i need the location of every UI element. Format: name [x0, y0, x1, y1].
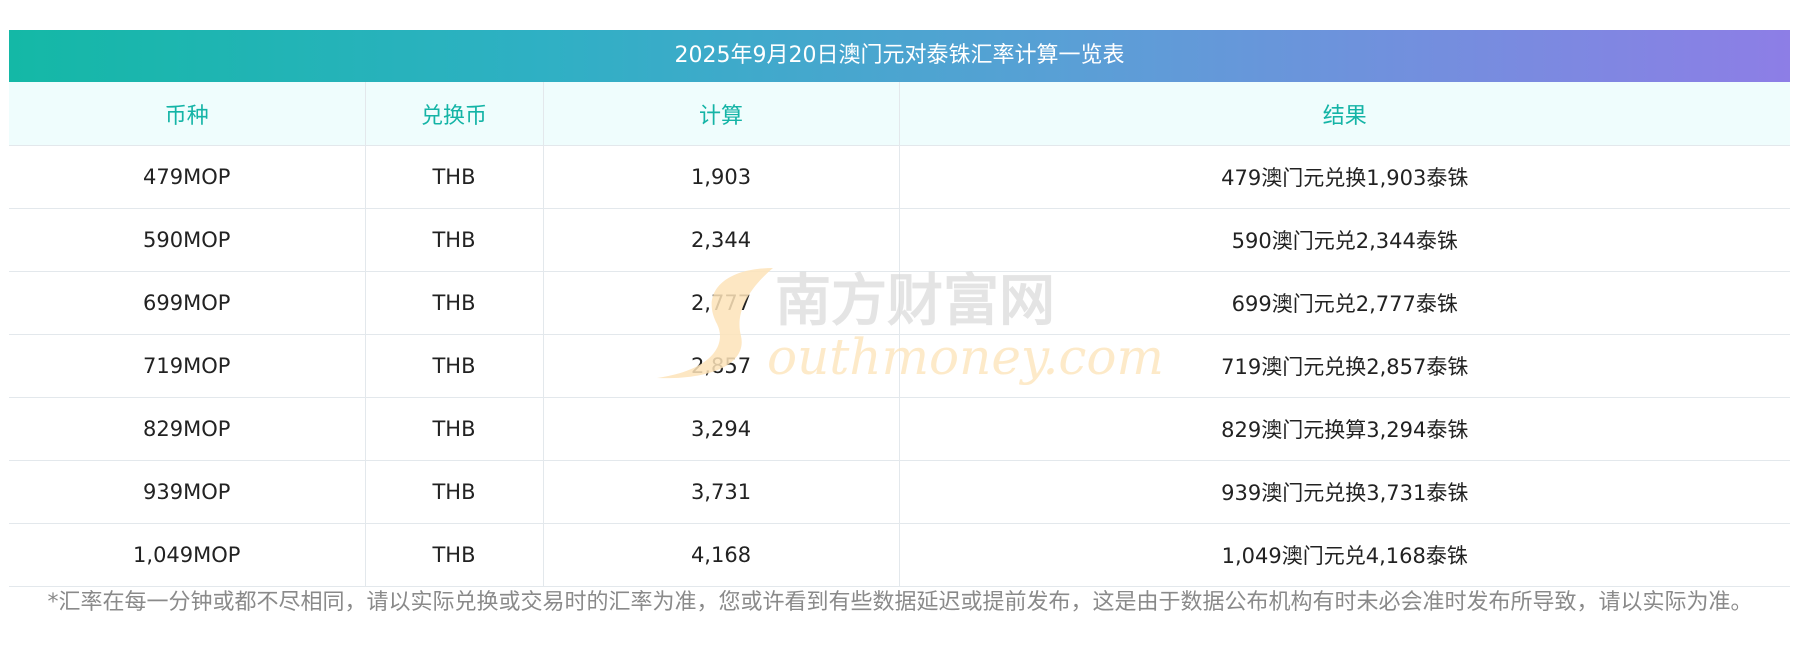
cell-currency: 479MOP — [9, 145, 366, 209]
cell-calculation: 1,903 — [543, 145, 900, 209]
cell-calculation: 2,344 — [543, 208, 900, 272]
cell-result: 829澳门元换算3,294泰铢 — [899, 397, 1790, 461]
table-row: 699MOP THB 2,777 699澳门元兑2,777泰铢 — [9, 271, 1790, 335]
cell-currency: 1,049MOP — [9, 523, 366, 587]
header-calculation: 计算 — [543, 82, 900, 146]
rate-table-container: 2025年9月20日澳门元对泰铢汇率计算一览表 币种 兑换币 计算 结果 479… — [9, 30, 1790, 587]
cell-target-currency: THB — [365, 523, 544, 587]
cell-target-currency: THB — [365, 271, 544, 335]
cell-calculation: 3,294 — [543, 397, 900, 461]
table-row: 479MOP THB 1,903 479澳门元兑换1,903泰铢 — [9, 145, 1790, 209]
cell-calculation: 2,857 — [543, 334, 900, 398]
cell-target-currency: THB — [365, 334, 544, 398]
cell-calculation: 4,168 — [543, 523, 900, 587]
table-row: 1,049MOP THB 4,168 1,049澳门元兑4,168泰铢 — [9, 523, 1790, 587]
cell-currency: 939MOP — [9, 460, 366, 524]
header-currency: 币种 — [9, 82, 366, 146]
cell-target-currency: THB — [365, 208, 544, 272]
table-row: 829MOP THB 3,294 829澳门元换算3,294泰铢 — [9, 397, 1790, 461]
cell-result: 1,049澳门元兑4,168泰铢 — [899, 523, 1790, 587]
cell-result: 699澳门元兑2,777泰铢 — [899, 271, 1790, 335]
table-body: 479MOP THB 1,903 479澳门元兑换1,903泰铢 590MOP … — [9, 145, 1790, 587]
cell-result: 590澳门元兑2,344泰铢 — [899, 208, 1790, 272]
header-result: 结果 — [899, 82, 1790, 146]
header-target-currency: 兑换币 — [365, 82, 544, 146]
rate-table: 币种 兑换币 计算 结果 479MOP THB 1,903 479澳门元兑换1,… — [9, 82, 1790, 587]
cell-result: 939澳门元兑换3,731泰铢 — [899, 460, 1790, 524]
table-row: 719MOP THB 2,857 719澳门元兑换2,857泰铢 — [9, 334, 1790, 398]
cell-calculation: 2,777 — [543, 271, 900, 335]
cell-result: 479澳门元兑换1,903泰铢 — [899, 145, 1790, 209]
table-title: 2025年9月20日澳门元对泰铢汇率计算一览表 — [9, 30, 1790, 82]
cell-result: 719澳门元兑换2,857泰铢 — [899, 334, 1790, 398]
cell-currency: 699MOP — [9, 271, 366, 335]
cell-target-currency: THB — [365, 397, 544, 461]
cell-target-currency: THB — [365, 145, 544, 209]
cell-currency: 590MOP — [9, 208, 366, 272]
table-row: 939MOP THB 3,731 939澳门元兑换3,731泰铢 — [9, 460, 1790, 524]
cell-calculation: 3,731 — [543, 460, 900, 524]
header-row: 币种 兑换币 计算 结果 — [9, 82, 1790, 146]
table-header: 币种 兑换币 计算 结果 — [9, 82, 1790, 146]
cell-currency: 719MOP — [9, 334, 366, 398]
table-row: 590MOP THB 2,344 590澳门元兑2,344泰铢 — [9, 208, 1790, 272]
cell-currency: 829MOP — [9, 397, 366, 461]
disclaimer-footnote: *汇率在每一分钟或都不尽相同，请以实际兑换或交易时的汇率为准，您或许看到有些数据… — [47, 590, 1753, 615]
cell-target-currency: THB — [365, 460, 544, 524]
